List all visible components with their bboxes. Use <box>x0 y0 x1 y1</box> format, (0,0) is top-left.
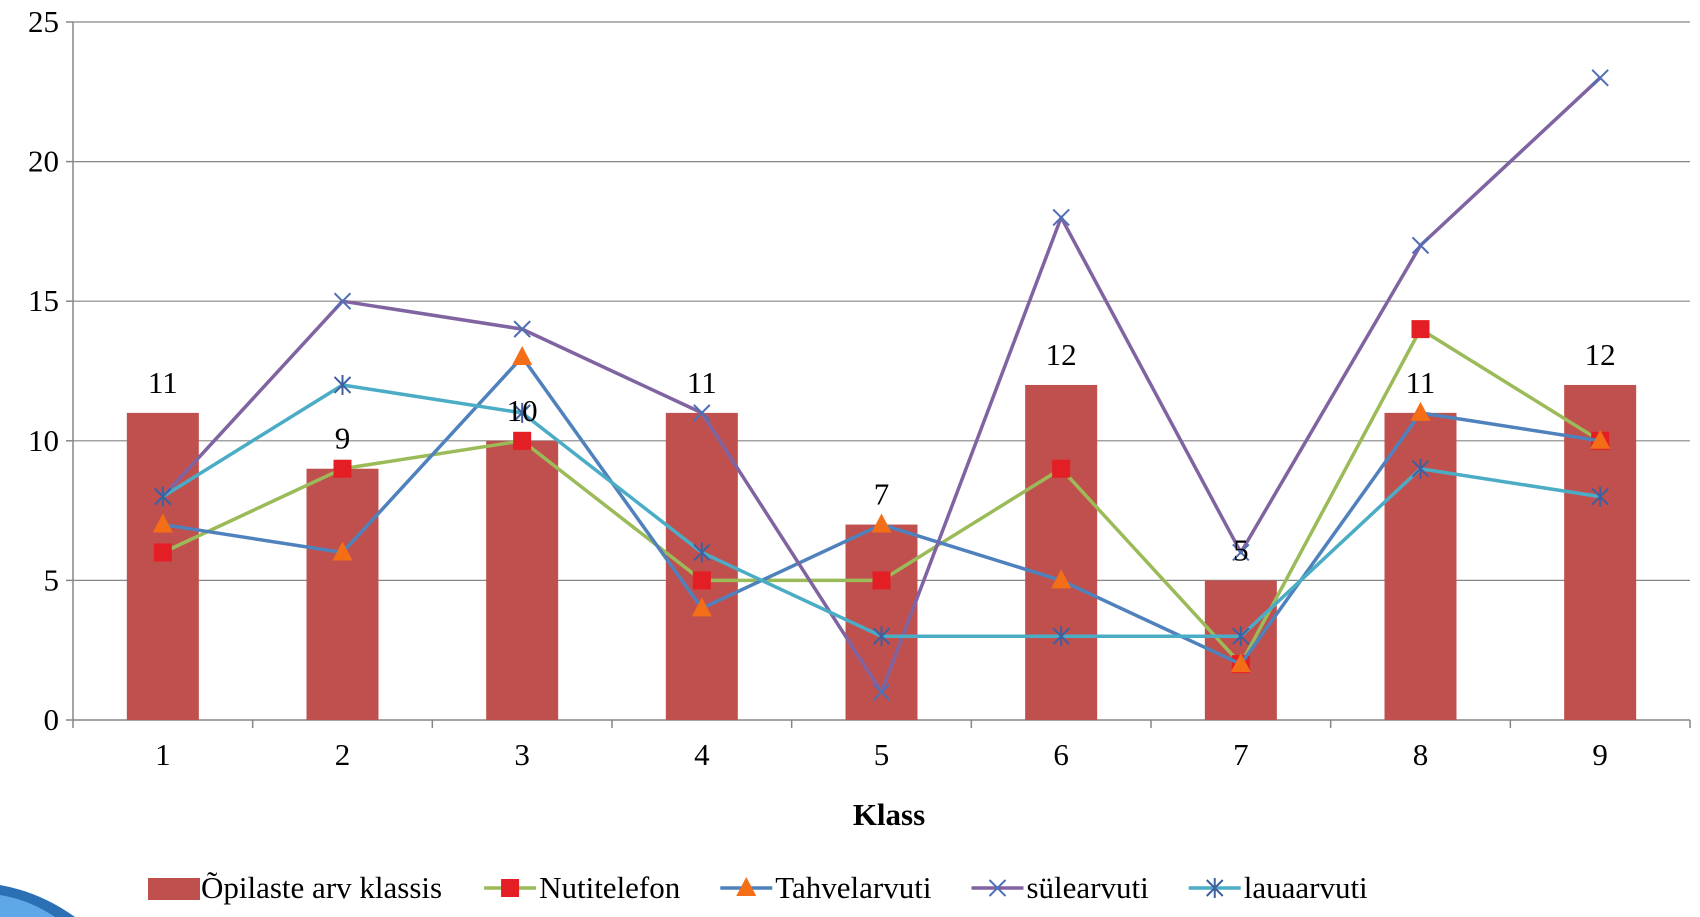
legend-label: Õpilaste arv klassis <box>201 870 442 905</box>
marker-square <box>501 879 520 897</box>
bar-data-label: 11 <box>148 365 178 400</box>
marker-star <box>1206 878 1224 898</box>
corner-swoosh-highlight <box>0 895 55 917</box>
x-axis-title: Klass <box>853 797 925 832</box>
y-tick-label: 25 <box>28 4 59 39</box>
x-tick-label: 8 <box>1413 737 1429 772</box>
legend-item: sülearvuti <box>971 870 1149 905</box>
marker-square <box>333 459 352 478</box>
x-tick-label: 9 <box>1592 737 1608 772</box>
bar <box>1025 384 1098 720</box>
marker-star <box>154 486 172 507</box>
y-tick-label: 20 <box>28 144 59 179</box>
bar <box>1204 580 1277 720</box>
marker-x <box>333 292 352 310</box>
marker-star <box>1052 626 1070 647</box>
x-tick-label: 3 <box>514 737 530 772</box>
legend: Õpilaste arv klassis Nutitelefon Tahvelarv… <box>148 870 1368 905</box>
bar-data-label: 10 <box>507 393 538 428</box>
marker-star <box>333 374 352 395</box>
marker-square <box>153 543 172 562</box>
legend-swatch <box>148 878 200 900</box>
marker-triangle <box>1410 401 1431 421</box>
marker-x <box>1591 69 1609 87</box>
marker-triangle <box>736 877 757 896</box>
marker-square <box>692 571 711 590</box>
bar <box>486 440 559 720</box>
bar-data-label: 5 <box>1233 532 1249 567</box>
marker-star <box>872 626 891 647</box>
marker-triangle <box>691 597 712 617</box>
bar-data-label: 12 <box>1046 337 1077 372</box>
x-tick-label: 2 <box>335 737 351 772</box>
legend-label: Nutitelefon <box>539 870 681 905</box>
bar <box>306 468 379 720</box>
line-series <box>152 69 1611 701</box>
series-lauaarvuti <box>154 374 1609 647</box>
legend-item: Nutitelefon <box>484 870 681 905</box>
legend-item: lauaarvuti <box>1188 870 1368 905</box>
data-labels: 11 9 10 11 7 12 5 11 12 <box>148 337 1616 567</box>
series-sülearvuti <box>154 69 1609 701</box>
marker-x <box>1232 543 1250 562</box>
marker-square <box>872 571 891 590</box>
marker-triangle <box>152 513 173 533</box>
bar-data-label: 9 <box>335 421 351 456</box>
marker-star <box>1411 458 1430 479</box>
series-tahvelarvuti <box>152 346 1611 673</box>
bar-data-label: 11 <box>1406 365 1436 400</box>
marker-triangle <box>332 541 353 561</box>
x-tick-label: 5 <box>874 737 890 772</box>
y-tick-label: 10 <box>28 423 59 458</box>
marker-x <box>988 879 1007 897</box>
marker-square <box>513 431 532 450</box>
legend-label: Tahvelarvuti <box>775 870 932 905</box>
marker-star <box>1232 626 1250 647</box>
bar-data-label: 12 <box>1585 337 1616 372</box>
marker-star <box>513 402 531 423</box>
legend-label: sülearvuti <box>1026 870 1149 905</box>
marker-triangle <box>1230 653 1251 673</box>
y-tick-label: 15 <box>28 283 59 318</box>
marker-star <box>1591 486 1609 507</box>
marker-triangle <box>1590 429 1611 449</box>
bar-series <box>126 384 1637 720</box>
marker-star <box>693 542 711 563</box>
marker-x <box>872 683 891 701</box>
marker-square <box>1052 459 1071 478</box>
x-tick-label: 4 <box>694 737 710 772</box>
bar <box>126 412 199 720</box>
bar-data-label: 7 <box>874 477 890 512</box>
marker-x <box>693 404 711 422</box>
x-tick-label: 7 <box>1233 737 1249 772</box>
legend-item: Tahvelarvuti <box>720 870 932 905</box>
legend-label: lauaarvuti <box>1244 870 1368 905</box>
x-tick-label: 6 <box>1053 737 1069 772</box>
marker-triangle <box>1051 569 1072 589</box>
marker-triangle <box>871 513 892 533</box>
marker-square <box>1411 320 1430 339</box>
bar <box>665 412 738 720</box>
bar-data-label: 11 <box>687 365 717 400</box>
x-tick-label: 1 <box>155 737 171 772</box>
legend-item: Õpilaste arv klassis <box>148 870 442 905</box>
y-tick-label: 0 <box>44 702 60 737</box>
marker-x <box>513 320 531 338</box>
y-tick-label: 5 <box>44 562 60 597</box>
marker-x <box>1411 236 1430 255</box>
marker-triangle <box>512 346 533 366</box>
marker-x <box>1052 208 1070 227</box>
